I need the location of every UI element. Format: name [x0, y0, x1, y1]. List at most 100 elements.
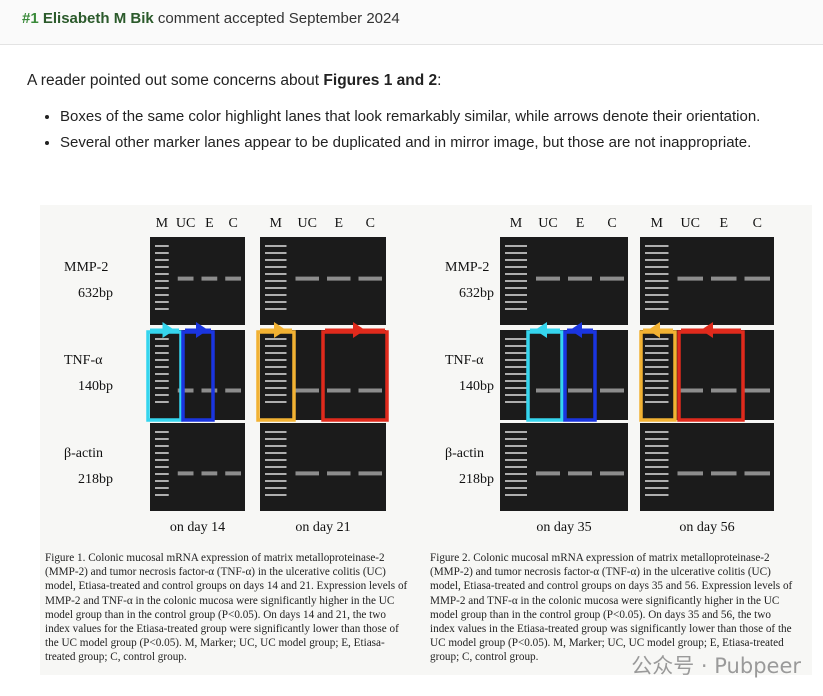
row-size-0-0: 632bp	[78, 286, 113, 301]
lane-label-0-1: UC	[176, 216, 195, 231]
sample-band-0-1-2	[201, 388, 218, 393]
gel-figure: MMP-2 632bp TNF-α 140bp β-actin 218bp MMP-2 632…	[40, 205, 812, 675]
ladder-band-3-1-7	[645, 387, 669, 389]
ladder-band-2-2-3	[505, 452, 527, 454]
arrow-head-6	[648, 322, 660, 338]
row-size-1-2: 218bp	[459, 472, 494, 487]
ladder-band-1-2-5	[265, 466, 287, 468]
ladder-band-2-1-1	[505, 345, 527, 347]
sample-band-1-2-3	[358, 471, 382, 476]
ladder-band-2-2-5	[505, 466, 527, 468]
ladder-band-3-2-1	[645, 438, 669, 440]
ladder-band-3-1-8	[645, 394, 669, 396]
row-size-0-1: 140bp	[78, 379, 113, 394]
intro-suffix: :	[437, 72, 442, 89]
ladder-band-1-2-6	[265, 473, 287, 475]
ladder-band-0-1-8	[155, 394, 169, 396]
concern-item-2: Several other marker lanes appear to be …	[60, 133, 760, 153]
lane-label-2-3: C	[607, 216, 616, 231]
ladder-band-1-0-8	[265, 301, 287, 303]
ladder-band-0-0-2	[155, 259, 169, 261]
ladder-band-3-0-6	[645, 287, 669, 289]
ladder-band-0-1-0	[155, 338, 169, 340]
sample-band-1-1-1	[295, 388, 319, 393]
sample-band-1-0-3	[358, 276, 382, 281]
ladder-band-0-2-2	[155, 445, 169, 447]
lane-label-3-3: C	[753, 216, 762, 231]
ladder-band-1-2-0	[265, 431, 287, 433]
ladder-band-2-0-9	[505, 308, 527, 310]
watermark: 公众号 · Pubpeer	[631, 654, 801, 678]
ladder-band-0-2-1	[155, 438, 169, 440]
ladder-band-3-1-3	[645, 359, 669, 361]
ladder-band-2-0-7	[505, 294, 527, 296]
ladder-band-2-1-6	[505, 380, 527, 382]
sample-band-2-1-2	[568, 388, 592, 393]
ladder-band-3-0-4	[645, 273, 669, 275]
sample-band-1-2-1	[295, 471, 319, 476]
sample-band-2-2-1	[536, 471, 560, 476]
ladder-band-1-1-3	[265, 359, 287, 361]
lane-label-3-1: UC	[681, 216, 700, 231]
row-label-0-0: MMP-2	[64, 260, 108, 275]
row-label-0-2: β-actin	[64, 446, 103, 461]
sample-band-0-1-3	[225, 388, 241, 393]
comment-header-line: #1 Elisabeth M Bik comment accepted Sept…	[22, 10, 400, 27]
ladder-band-3-2-5	[645, 466, 669, 468]
ladder-band-1-1-9	[265, 401, 287, 403]
ladder-band-2-1-4	[505, 366, 527, 368]
sample-band-3-0-3	[744, 276, 770, 281]
sample-band-2-0-3	[600, 276, 624, 281]
ladder-band-0-0-1	[155, 252, 169, 254]
row-label-1-1: TNF-α	[445, 353, 484, 368]
ladder-band-1-0-1	[265, 252, 287, 254]
day-label-3: on day 56	[679, 520, 734, 535]
ladder-band-0-2-9	[155, 494, 169, 496]
ladder-band-1-2-9	[265, 494, 287, 496]
ladder-band-1-1-5	[265, 373, 287, 375]
sample-band-3-2-2	[711, 471, 737, 476]
ladder-band-0-0-0	[155, 245, 169, 247]
sample-band-3-2-1	[677, 471, 703, 476]
ladder-band-3-0-5	[645, 280, 669, 282]
comment-author[interactable]: Elisabeth M Bik	[42, 10, 154, 27]
ladder-band-3-1-1	[645, 345, 669, 347]
ladder-band-0-1-1	[155, 345, 169, 347]
figure-1-caption: Figure 1. Colonic mucosal mRNA expressio…	[45, 552, 408, 664]
ladder-band-3-0-8	[645, 301, 669, 303]
ladder-band-0-0-5	[155, 280, 169, 282]
row-size-0-2: 218bp	[78, 472, 113, 487]
comment-number[interactable]: #1	[22, 10, 39, 27]
ladder-band-3-2-4	[645, 459, 669, 461]
lane-label-0-0: M	[156, 216, 169, 231]
intro-text: A reader pointed out some concerns about…	[27, 72, 441, 90]
ladder-band-1-0-3	[265, 266, 287, 268]
ladder-band-3-2-9	[645, 494, 669, 496]
ladder-band-1-1-8	[265, 394, 287, 396]
lane-label-1-3: C	[366, 216, 375, 231]
ladder-band-1-1-2	[265, 352, 287, 354]
sample-band-3-2-3	[744, 471, 770, 476]
lane-label-1-0: M	[270, 216, 283, 231]
day-label-0: on day 14	[170, 520, 225, 535]
ladder-band-2-1-0	[505, 338, 527, 340]
ladder-band-3-0-7	[645, 294, 669, 296]
ladder-band-1-0-7	[265, 294, 287, 296]
ladder-band-2-2-4	[505, 459, 527, 461]
ladder-band-1-1-4	[265, 366, 287, 368]
ladder-band-2-2-0	[505, 431, 527, 433]
sample-band-0-2-2	[201, 471, 218, 476]
ladder-band-2-1-2	[505, 352, 527, 354]
ladder-band-0-1-9	[155, 401, 169, 403]
ladder-band-0-2-7	[155, 480, 169, 482]
ladder-band-1-1-1	[265, 345, 287, 347]
ladder-band-1-0-6	[265, 287, 287, 289]
sample-band-1-2-2	[327, 471, 351, 476]
sample-band-3-1-3	[744, 388, 770, 393]
sample-band-1-1-2	[327, 388, 351, 393]
sample-band-3-0-1	[677, 276, 703, 281]
ladder-band-1-1-7	[265, 387, 287, 389]
intro-bold: Figures 1 and 2	[323, 72, 438, 89]
lane-label-1-2: E	[334, 216, 343, 231]
lane-label-2-0: M	[510, 216, 523, 231]
